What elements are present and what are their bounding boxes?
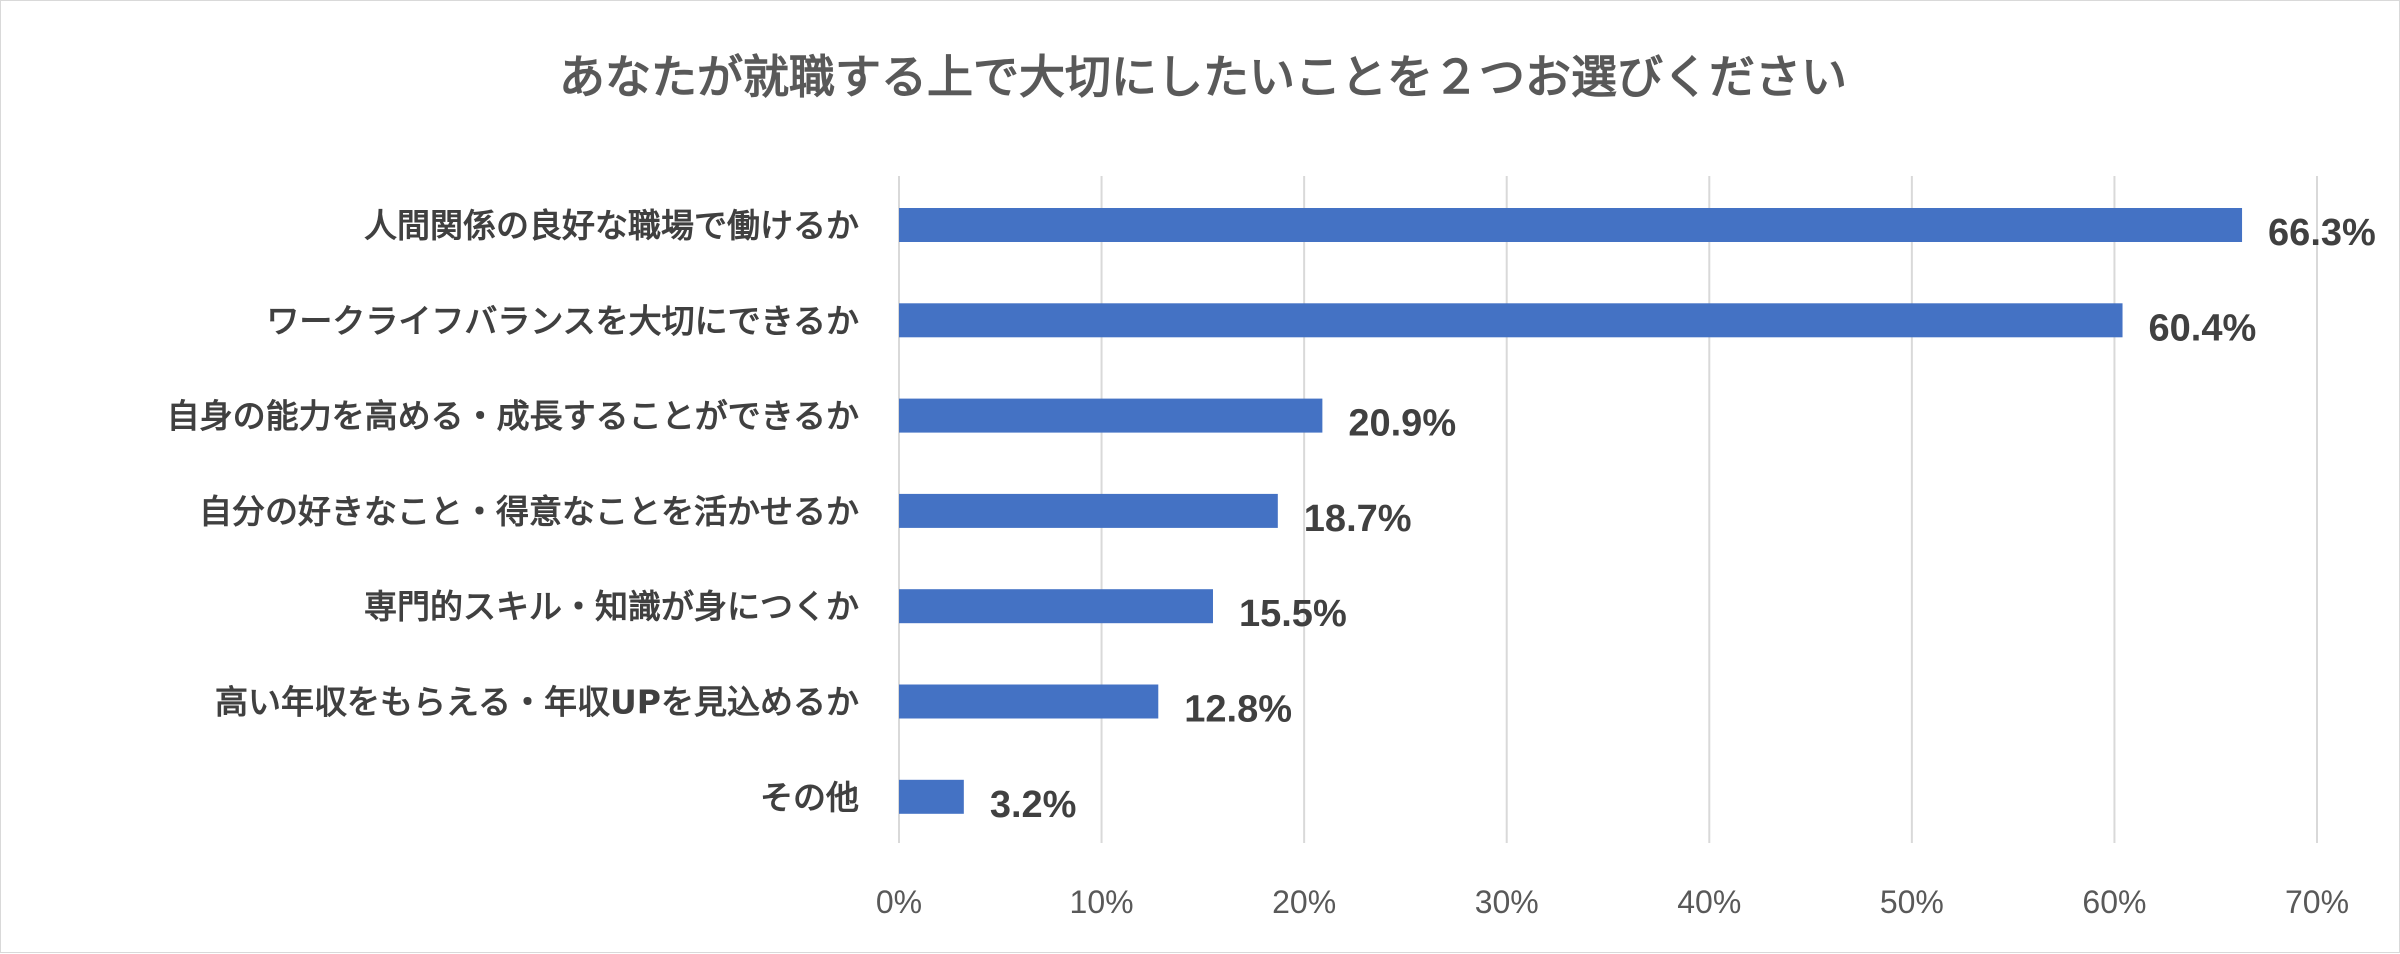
- data-label: 60.4%: [2149, 307, 2257, 349]
- category-labels: 人間関係の良好な職場で働けるかワークライフバランスを大切にできるか自身の能力を高…: [167, 206, 859, 817]
- bar: [899, 684, 1159, 719]
- category-label: 人間関係の良好な職場で働けるか: [364, 206, 859, 245]
- bar: [899, 589, 1213, 624]
- x-axis-tick-labels: 0% 10% 20% 30% 40% 50% 60% 70%: [876, 884, 2349, 920]
- data-label: 66.3%: [2268, 212, 2376, 254]
- x-tick-label: 70%: [2285, 884, 2349, 920]
- x-tick-label: 20%: [1272, 884, 1336, 920]
- category-label: 専門的スキル・知識が身につくか: [364, 587, 859, 626]
- gridlines: [898, 176, 2318, 843]
- category-label: 高い年収をもらえる・年収UPを見込めるか: [215, 683, 859, 722]
- category-label: その他: [760, 778, 859, 817]
- bar: [899, 398, 1323, 433]
- data-label: 18.7%: [1304, 498, 1412, 540]
- category-label: 自身の能力を高める・成長することができるか: [167, 397, 859, 436]
- x-tick-label: 0%: [876, 884, 922, 920]
- data-labels: 66.3% 60.4% 20.9% 18.7% 15.5% 12.8% 3.2%: [990, 212, 2376, 826]
- x-tick-label: 50%: [1880, 884, 1944, 920]
- x-tick-label: 60%: [2082, 884, 2146, 920]
- data-label: 15.5%: [1239, 593, 1347, 635]
- bars: [899, 208, 2243, 814]
- bar: [899, 779, 964, 814]
- x-tick-label: 40%: [1677, 884, 1741, 920]
- chart-title: あなたが就職する上で大切にしたいことを２つお選びください: [559, 50, 1847, 104]
- x-tick-label: 30%: [1475, 884, 1539, 920]
- category-label: ワークライフバランスを大切にできるか: [266, 301, 859, 340]
- data-label: 20.9%: [1348, 403, 1456, 445]
- bar: [899, 303, 2123, 338]
- x-tick-label: 10%: [1070, 884, 1134, 920]
- data-label: 3.2%: [990, 784, 1077, 826]
- bar: [899, 493, 1278, 528]
- data-label: 12.8%: [1184, 689, 1292, 731]
- category-label: 自分の好きなこと・得意なことを活かせるか: [199, 492, 859, 531]
- bar: [899, 208, 2243, 242]
